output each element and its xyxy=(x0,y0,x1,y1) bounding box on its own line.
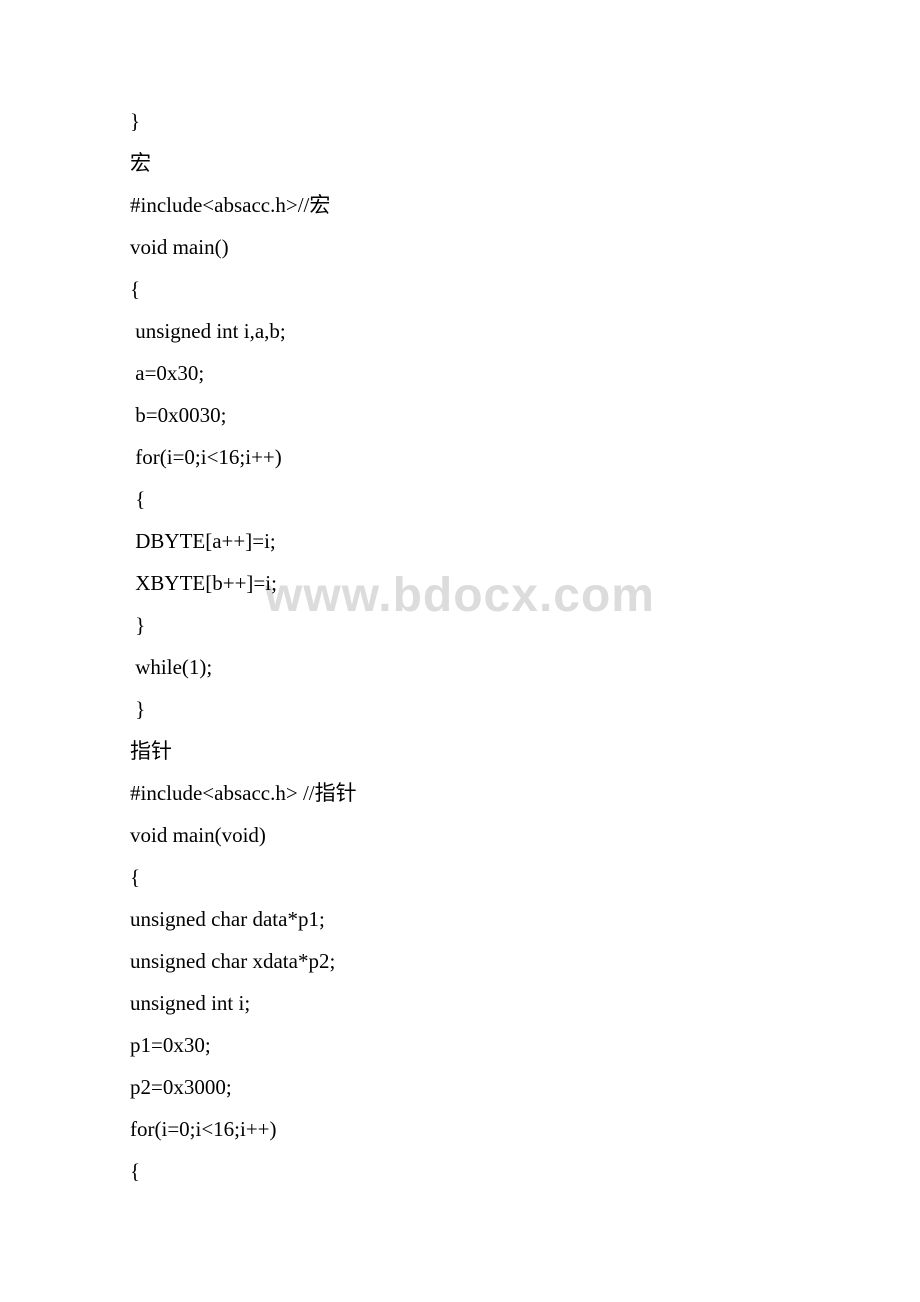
code-line: } xyxy=(130,604,790,646)
code-line: XBYTE[b++]=i; xyxy=(130,562,790,604)
code-line: unsigned char data*p1; xyxy=(130,898,790,940)
code-line: #include<absacc.h>//宏 xyxy=(130,184,790,226)
code-line: { xyxy=(130,1150,790,1192)
code-line: for(i=0;i<16;i++) xyxy=(130,436,790,478)
code-line: { xyxy=(130,478,790,520)
code-line: #include<absacc.h> //指针 xyxy=(130,772,790,814)
code-line: p2=0x3000; xyxy=(130,1066,790,1108)
code-line: void main(void) xyxy=(130,814,790,856)
code-line: unsigned char xdata*p2; xyxy=(130,940,790,982)
code-line: } xyxy=(130,100,790,142)
code-line: p1=0x30; xyxy=(130,1024,790,1066)
code-line: 指针 xyxy=(130,730,790,772)
code-line: b=0x0030; xyxy=(130,394,790,436)
document-content: } 宏 #include<absacc.h>//宏 void main() { … xyxy=(130,100,790,1192)
code-line: { xyxy=(130,268,790,310)
code-line: while(1); xyxy=(130,646,790,688)
code-line: 宏 xyxy=(130,142,790,184)
code-line: unsigned int i; xyxy=(130,982,790,1024)
code-line: a=0x30; xyxy=(130,352,790,394)
code-line: for(i=0;i<16;i++) xyxy=(130,1108,790,1150)
code-line: void main() xyxy=(130,226,790,268)
code-line: } xyxy=(130,688,790,730)
code-line: { xyxy=(130,856,790,898)
code-line: unsigned int i,a,b; xyxy=(130,310,790,352)
code-line: DBYTE[a++]=i; xyxy=(130,520,790,562)
